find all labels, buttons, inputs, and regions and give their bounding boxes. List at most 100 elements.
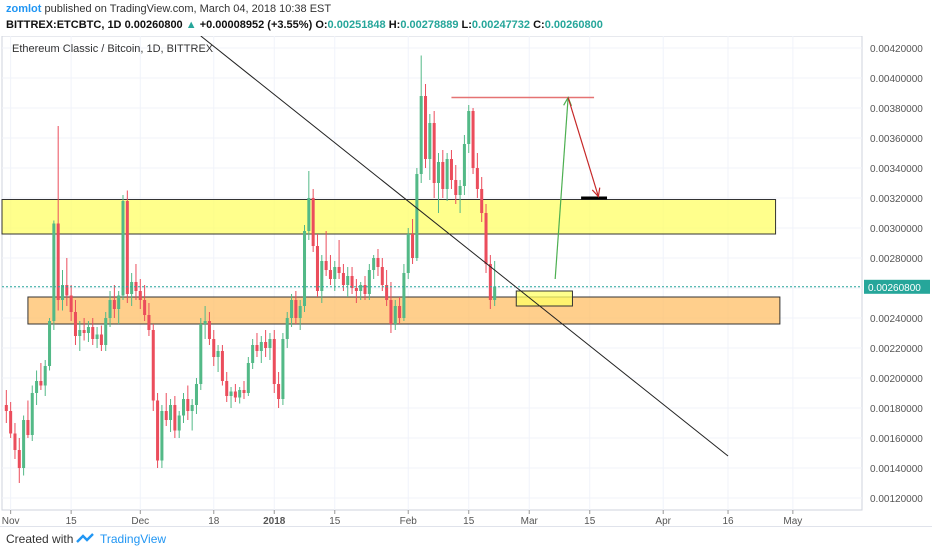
- candle-body-down[interactable]: [143, 300, 147, 315]
- candle-body-up[interactable]: [359, 285, 363, 291]
- author-link[interactable]: zomlot: [6, 3, 42, 15]
- candle-body-down[interactable]: [56, 223, 60, 301]
- candle-body-down[interactable]: [73, 312, 77, 336]
- candle-body-up[interactable]: [402, 273, 406, 318]
- price-axis[interactable]: 0.00420000 0.00400000 0.00380000 0.00360000…: [864, 44, 930, 505]
- candle-body-up[interactable]: [78, 330, 82, 336]
- candle-body-down[interactable]: [484, 213, 488, 264]
- candle-body-down[interactable]: [156, 400, 160, 461]
- candle-body-up[interactable]: [203, 321, 207, 324]
- candle-body-down[interactable]: [449, 159, 453, 180]
- candle-body-up[interactable]: [303, 231, 307, 306]
- candle-body-down[interactable]: [82, 330, 86, 333]
- candle-body-down[interactable]: [242, 390, 246, 393]
- candle-body-up[interactable]: [52, 223, 56, 322]
- candle-body-down[interactable]: [389, 300, 393, 324]
- candle-body-up[interactable]: [281, 339, 285, 399]
- candle-body-down[interactable]: [363, 285, 367, 294]
- candle-body-up[interactable]: [190, 405, 194, 411]
- candle-body-up[interactable]: [415, 174, 419, 258]
- candle-body-down[interactable]: [4, 405, 8, 411]
- candle-body-up[interactable]: [216, 351, 220, 357]
- candle-body-down[interactable]: [212, 339, 216, 357]
- candle-body-down[interactable]: [398, 306, 402, 318]
- candle-body-down[interactable]: [411, 234, 415, 258]
- candle-body-up[interactable]: [346, 276, 350, 285]
- candle-body-up[interactable]: [493, 286, 497, 301]
- candle-body-down[interactable]: [207, 321, 211, 339]
- candle-body-up[interactable]: [160, 411, 164, 461]
- candle-body-up[interactable]: [268, 339, 272, 348]
- candle-body-up[interactable]: [117, 295, 121, 310]
- candle-body-down[interactable]: [91, 327, 95, 339]
- candle-body-up[interactable]: [367, 270, 371, 294]
- candle-body-down[interactable]: [424, 96, 428, 159]
- candle-body-up[interactable]: [436, 162, 440, 183]
- candle-body-up[interactable]: [406, 234, 410, 273]
- candle-body-up[interactable]: [121, 201, 125, 296]
- candle-body-up[interactable]: [177, 415, 181, 431]
- candle-body-down[interactable]: [328, 270, 332, 279]
- candle-body-up[interactable]: [333, 267, 337, 279]
- candle-body-up[interactable]: [285, 318, 289, 339]
- tradingview-brand[interactable]: TradingView: [100, 532, 167, 546]
- candle-body-down[interactable]: [480, 189, 484, 213]
- candle-body-down[interactable]: [380, 267, 384, 285]
- candle-body-up[interactable]: [238, 390, 242, 398]
- candle-body-down[interactable]: [294, 300, 298, 318]
- candle-body-up[interactable]: [130, 282, 134, 294]
- candle-body-up[interactable]: [320, 261, 324, 291]
- candle-body-up[interactable]: [22, 420, 26, 468]
- candle-body-down[interactable]: [69, 295, 73, 313]
- candle-body-up[interactable]: [60, 285, 65, 300]
- candle-body-down[interactable]: [277, 384, 281, 399]
- candle-body-down[interactable]: [471, 111, 475, 168]
- candle-body-down[interactable]: [151, 330, 155, 401]
- candle-body-up[interactable]: [445, 159, 449, 189]
- candle-body-up[interactable]: [86, 327, 90, 333]
- trend-line[interactable]: [200, 35, 729, 457]
- candle-body-up[interactable]: [246, 363, 250, 393]
- candle-body-up[interactable]: [181, 399, 186, 416]
- candle-body-down[interactable]: [441, 162, 445, 189]
- candle-body-down[interactable]: [272, 339, 276, 384]
- candle-body-up[interactable]: [458, 186, 462, 195]
- candle-body-up[interactable]: [108, 300, 112, 318]
- candle-body-up[interactable]: [194, 384, 198, 405]
- candle-body-up[interactable]: [372, 258, 376, 270]
- candle-body-down[interactable]: [164, 411, 168, 420]
- candle-body-up[interactable]: [95, 334, 99, 340]
- candle-body-down[interactable]: [26, 420, 30, 435]
- candle-body-up[interactable]: [290, 300, 294, 318]
- candle-body-down[interactable]: [17, 450, 21, 468]
- candle-body-down[interactable]: [475, 168, 479, 189]
- candle-body-up[interactable]: [251, 345, 255, 363]
- candle-body-down[interactable]: [125, 201, 129, 294]
- candle-body-down[interactable]: [376, 258, 380, 267]
- candle-body-down[interactable]: [13, 433, 17, 451]
- candle-body-up[interactable]: [229, 391, 233, 397]
- time-axis[interactable]: Nov 15 Dec 18 2018 15 Feb 15 Mar 15 Apr 16 May: [2, 510, 803, 527]
- candle-body-down[interactable]: [173, 405, 177, 431]
- candle-body-up[interactable]: [298, 306, 302, 318]
- candle-body-down[interactable]: [488, 264, 492, 300]
- candle-body-down[interactable]: [112, 300, 116, 309]
- candle-body-up[interactable]: [199, 324, 203, 384]
- candle-body-down[interactable]: [255, 345, 259, 351]
- candle-body-down[interactable]: [354, 288, 358, 291]
- candle-body-down[interactable]: [264, 342, 268, 348]
- candle-body-up[interactable]: [35, 381, 39, 393]
- candle-body-up[interactable]: [462, 144, 466, 186]
- candle-body-down[interactable]: [311, 198, 315, 246]
- candle-body-down[interactable]: [138, 291, 142, 300]
- candle-body-down[interactable]: [432, 123, 436, 183]
- arrow-down[interactable]: [567, 97, 599, 197]
- candle-body-down[interactable]: [324, 261, 328, 270]
- candle-body-down[interactable]: [220, 351, 224, 381]
- candle-body-down[interactable]: [225, 381, 229, 396]
- candle-body-up[interactable]: [104, 318, 108, 345]
- candle-body-down[interactable]: [350, 276, 354, 288]
- candle-body-down[interactable]: [454, 180, 458, 195]
- candle-body-down[interactable]: [65, 285, 69, 296]
- candle-body-down[interactable]: [385, 285, 389, 300]
